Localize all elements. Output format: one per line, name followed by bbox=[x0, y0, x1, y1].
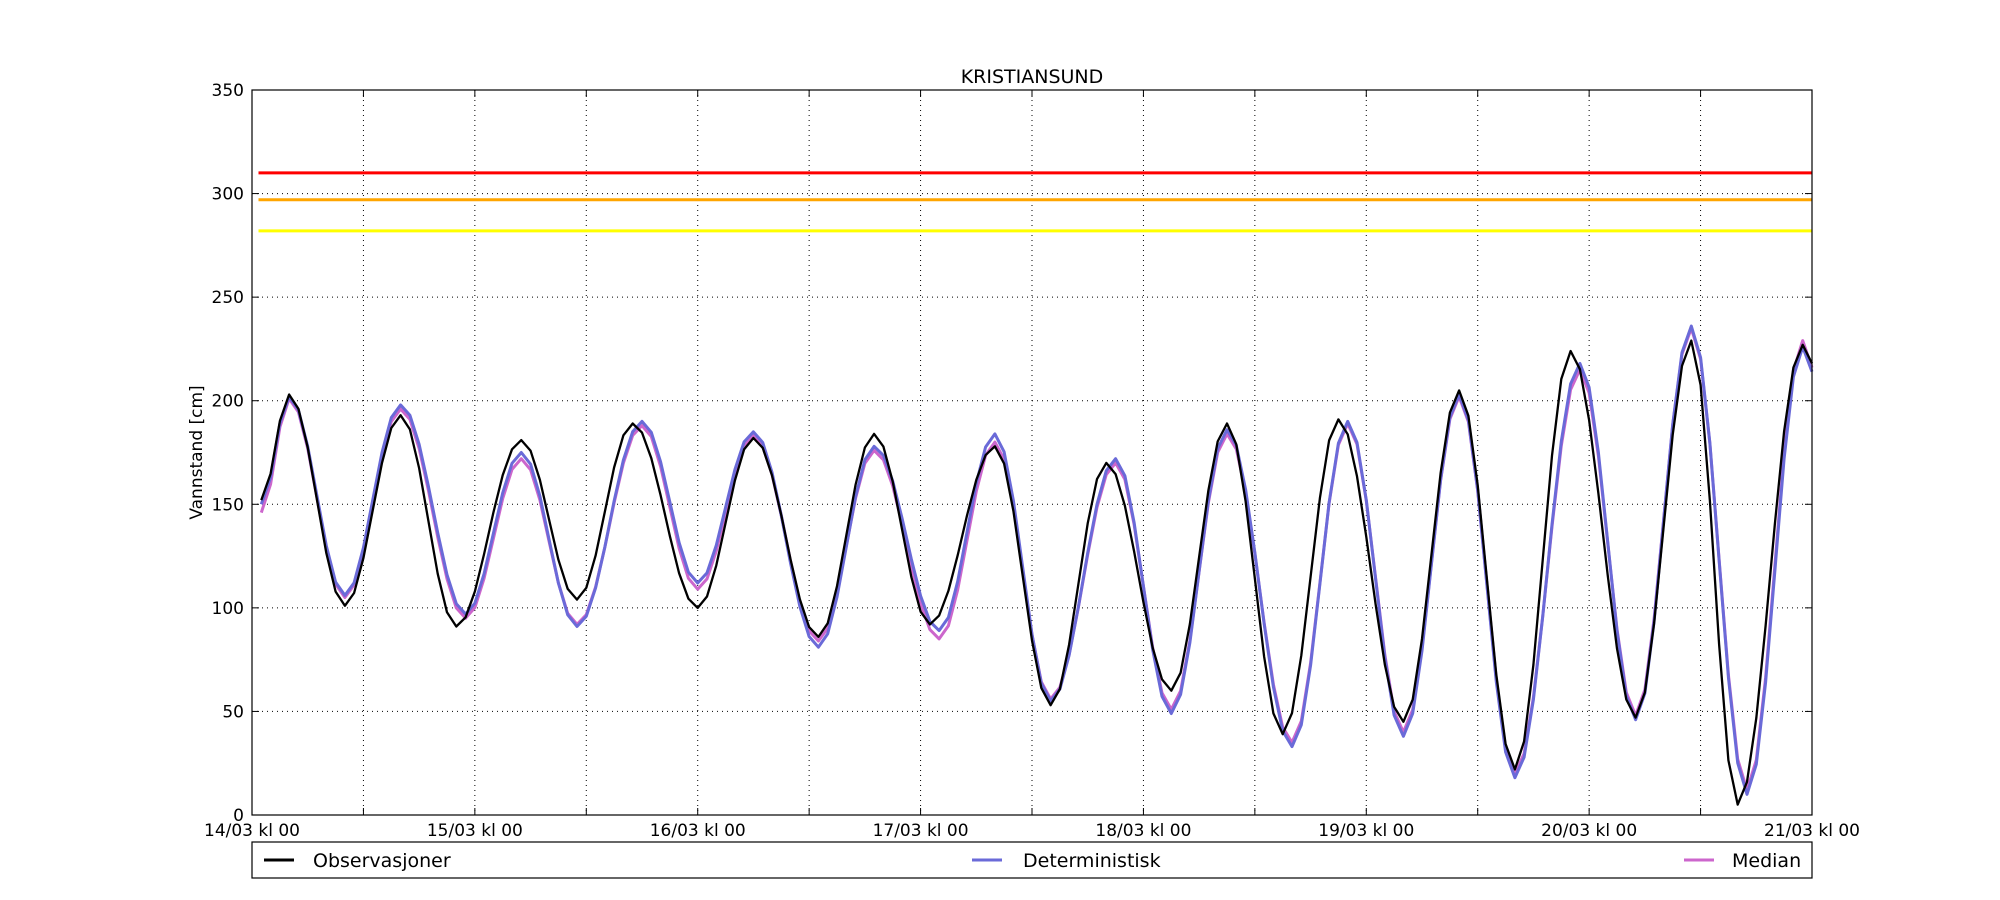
x-tick-label: 18/03 kl 00 bbox=[1095, 821, 1191, 841]
x-axis-ticks: 14/03 kl 00 15/03 kl 00 16/03 kl 00 17/03 k… bbox=[204, 90, 1860, 841]
y-tick-label: 350 bbox=[212, 81, 244, 101]
legend-label: Median bbox=[1732, 850, 1801, 872]
y-axis-ticks: 0 50 100 150 200 250 300 350 bbox=[212, 81, 1812, 826]
x-tick-label: 21/03 kl 00 bbox=[1764, 821, 1860, 841]
y-tick-label: 100 bbox=[212, 599, 244, 619]
legend-label: Observasjoner bbox=[313, 850, 451, 872]
x-tick-label: 17/03 kl 00 bbox=[873, 821, 969, 841]
chart-title: KRISTIANSUND bbox=[961, 66, 1104, 88]
series-line-observasjoner bbox=[260, 339, 1814, 806]
threshold-lines bbox=[258, 171, 1812, 233]
x-tick-label: 14/03 kl 00 bbox=[204, 821, 300, 841]
legend: Observasjoner Deterministisk Median bbox=[251, 841, 1813, 879]
series-line-deterministisk bbox=[259, 324, 1814, 796]
y-axis-label: Vannstand [cm] bbox=[187, 385, 207, 519]
grid bbox=[252, 90, 1812, 815]
legend-label: Deterministisk bbox=[1023, 850, 1161, 872]
x-tick-label: 16/03 kl 00 bbox=[650, 821, 746, 841]
y-tick-label: 300 bbox=[212, 185, 244, 205]
series-lines bbox=[259, 324, 1814, 806]
x-tick-label: 19/03 kl 00 bbox=[1318, 821, 1414, 841]
series-line-median bbox=[259, 326, 1814, 792]
x-tick-label: 20/03 kl 00 bbox=[1541, 821, 1637, 841]
y-tick-label: 250 bbox=[212, 288, 244, 308]
legend-box bbox=[251, 841, 1813, 879]
y-tick-label: 0 bbox=[233, 806, 244, 826]
y-tick-label: 200 bbox=[212, 392, 244, 412]
y-tick-label: 50 bbox=[222, 702, 244, 722]
y-tick-label: 150 bbox=[212, 495, 244, 515]
x-tick-label: 15/03 kl 00 bbox=[427, 821, 523, 841]
